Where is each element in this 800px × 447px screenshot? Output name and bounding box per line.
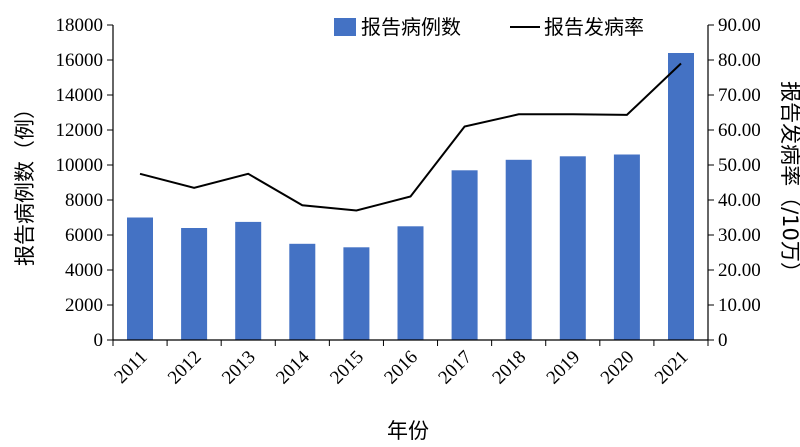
left-tick-label: 2000: [65, 295, 103, 316]
legend-line-label: 报告发病率: [544, 15, 644, 39]
right-tick-label: 80.00: [718, 50, 761, 71]
bar-2011: [127, 217, 153, 340]
left-tick-label: 8000: [65, 190, 103, 211]
left-tick-label: 10000: [56, 155, 104, 176]
bar-2019: [559, 156, 586, 341]
left-tick-label: 12000: [56, 120, 104, 141]
x-tick-label: 2021: [651, 347, 693, 389]
right-tick-label: 70.00: [718, 85, 761, 106]
right-axis-title: 报告发病率（/10万）: [778, 81, 800, 283]
bar-2015: [343, 247, 370, 341]
x-tick-label: 2011: [110, 347, 151, 388]
right-tick-label: 50.00: [718, 155, 761, 176]
bar-2021: [668, 53, 694, 340]
legend-bar-swatch: [334, 18, 356, 36]
bar-2018: [505, 159, 532, 341]
legend: 报告病例数 报告发病率: [334, 15, 644, 39]
bar-2016: [397, 226, 424, 341]
bar-2012: [181, 228, 208, 340]
left-tick-label: 14000: [56, 85, 104, 106]
left-axis-title: 报告病例数（例）: [13, 98, 37, 266]
right-tick-label: 60.00: [718, 120, 761, 141]
x-tick-label: 2020: [597, 347, 639, 389]
right-tick-label: 20.00: [718, 260, 761, 281]
right-tick-label: 10.00: [718, 295, 761, 316]
legend-bar-label: 报告病例数: [361, 15, 461, 39]
left-tick-label: 0: [94, 330, 104, 351]
right-tick-label: 90.00: [718, 15, 761, 36]
axes: 0 2000 4000 6000 8000 10000 12000 14000 16000 180…: [56, 15, 761, 388]
left-tick-label: 16000: [56, 50, 104, 71]
axis-titles: 年份 报告病例数（例） 报告发病率（/10万）: [13, 81, 800, 443]
right-tick-label: 40.00: [718, 190, 761, 211]
left-tick-label: 6000: [65, 225, 103, 246]
right-tick-label: 0: [718, 330, 728, 351]
x-axis-title: 年份: [387, 419, 429, 443]
x-tick-label: 2016: [380, 347, 422, 389]
bar-2020: [613, 154, 640, 340]
right-tick-label: 30.00: [718, 225, 761, 246]
line-series-rate: [139, 62, 682, 212]
x-tick-label: 2012: [164, 347, 206, 389]
bar-2017: [451, 170, 478, 341]
x-tick-label: 2014: [272, 346, 314, 388]
left-tick-label: 18000: [56, 15, 104, 36]
x-tick-label: 2015: [326, 347, 368, 389]
x-tick-label: 2017: [434, 347, 476, 389]
rate-line: [139, 62, 682, 212]
bar-series-cases: [127, 53, 694, 341]
x-tick-label: 2018: [488, 347, 530, 389]
left-tick-label: 4000: [65, 260, 103, 281]
bar-2013: [235, 221, 262, 340]
x-tick-label: 2013: [218, 347, 260, 389]
x-tick-label: 2019: [543, 347, 585, 389]
bar-2014: [289, 243, 316, 341]
